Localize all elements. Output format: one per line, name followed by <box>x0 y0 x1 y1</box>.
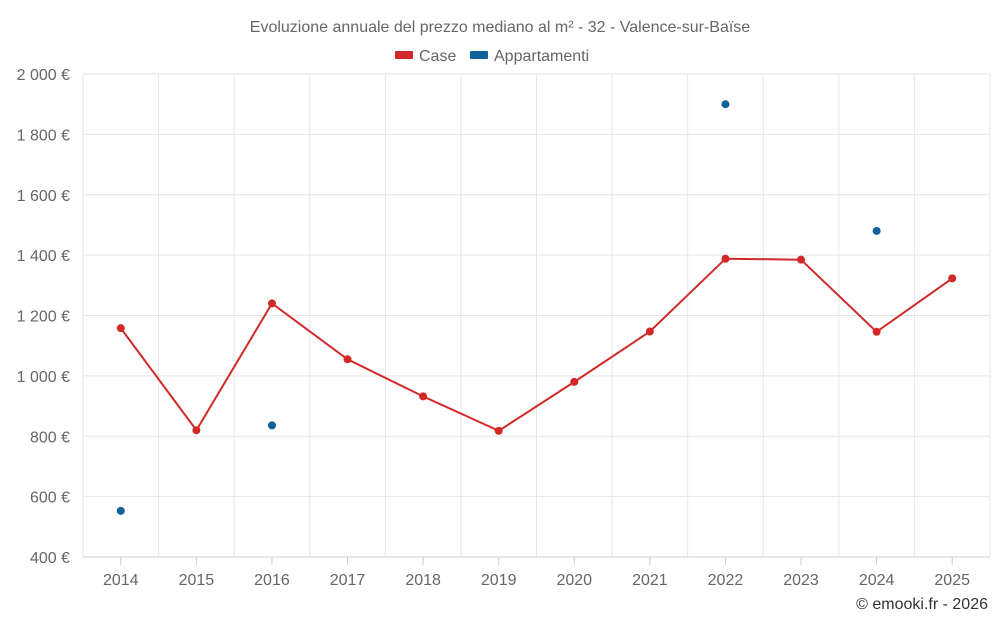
y-tick-label: 1 000 € <box>17 369 70 386</box>
x-tick-label: 2021 <box>632 572 668 589</box>
x-tick-label: 2014 <box>103 572 139 589</box>
x-tick-label: 2024 <box>859 572 895 589</box>
credit-text: © emooki.fr - 2026 <box>856 596 988 613</box>
data-point-case[interactable] <box>948 274 957 283</box>
data-point-appartamenti[interactable] <box>872 226 881 235</box>
x-tick-label: 2025 <box>934 572 970 589</box>
x-tick-label: 2017 <box>330 572 366 589</box>
y-tick-label: 800 € <box>30 429 70 446</box>
x-tick-label: 2020 <box>556 572 592 589</box>
legend: Case Appartamenti <box>395 48 589 65</box>
data-point-case[interactable] <box>570 377 579 386</box>
chart-title: Evoluzione annuale del prezzo mediano al… <box>250 19 751 36</box>
data-point-case[interactable] <box>645 327 654 336</box>
data-point-case[interactable] <box>797 255 806 264</box>
series-line-case <box>119 257 953 433</box>
axes: 400 € 600 € 800 € 1 000 € 1 200 € 1 400 € 1 60… <box>17 67 990 589</box>
plot-area <box>116 100 957 515</box>
data-point-case[interactable] <box>494 426 503 435</box>
y-tick-label: 1 600 € <box>17 188 70 205</box>
x-tick-label: 2016 <box>254 572 290 589</box>
x-tick-label: 2018 <box>405 572 441 589</box>
data-point-case[interactable] <box>267 299 276 308</box>
data-point-case[interactable] <box>343 355 352 364</box>
x-tick-label: 2019 <box>481 572 517 589</box>
y-tick-label: 1 200 € <box>17 309 70 326</box>
x-tick-label: 2015 <box>179 572 215 589</box>
x-tick-label: 2023 <box>783 572 819 589</box>
data-point-case[interactable] <box>721 254 730 263</box>
data-point-case[interactable] <box>419 392 428 401</box>
y-tick-label: 400 € <box>30 550 70 567</box>
legend-swatch-appartamenti <box>470 51 488 59</box>
y-tick-label: 2 000 € <box>17 67 70 84</box>
y-tick-label: 600 € <box>30 490 70 507</box>
y-tick-label: 1 400 € <box>17 248 70 265</box>
legend-swatch-case <box>395 51 413 59</box>
x-tick-label: 2022 <box>708 572 744 589</box>
data-point-appartamenti[interactable] <box>267 421 276 430</box>
legend-item-case[interactable]: Case <box>395 48 456 65</box>
legend-label-case: Case <box>419 48 456 65</box>
data-point-appartamenti[interactable] <box>721 100 730 109</box>
legend-label-appartamenti: Appartamenti <box>494 48 589 65</box>
grid <box>82 73 991 558</box>
legend-item-appartamenti[interactable]: Appartamenti <box>470 48 589 65</box>
data-point-case[interactable] <box>872 327 881 336</box>
data-point-appartamenti[interactable] <box>116 506 125 515</box>
data-point-case[interactable] <box>192 426 201 435</box>
data-point-case[interactable] <box>116 324 125 333</box>
y-tick-label: 1 800 € <box>17 127 70 144</box>
